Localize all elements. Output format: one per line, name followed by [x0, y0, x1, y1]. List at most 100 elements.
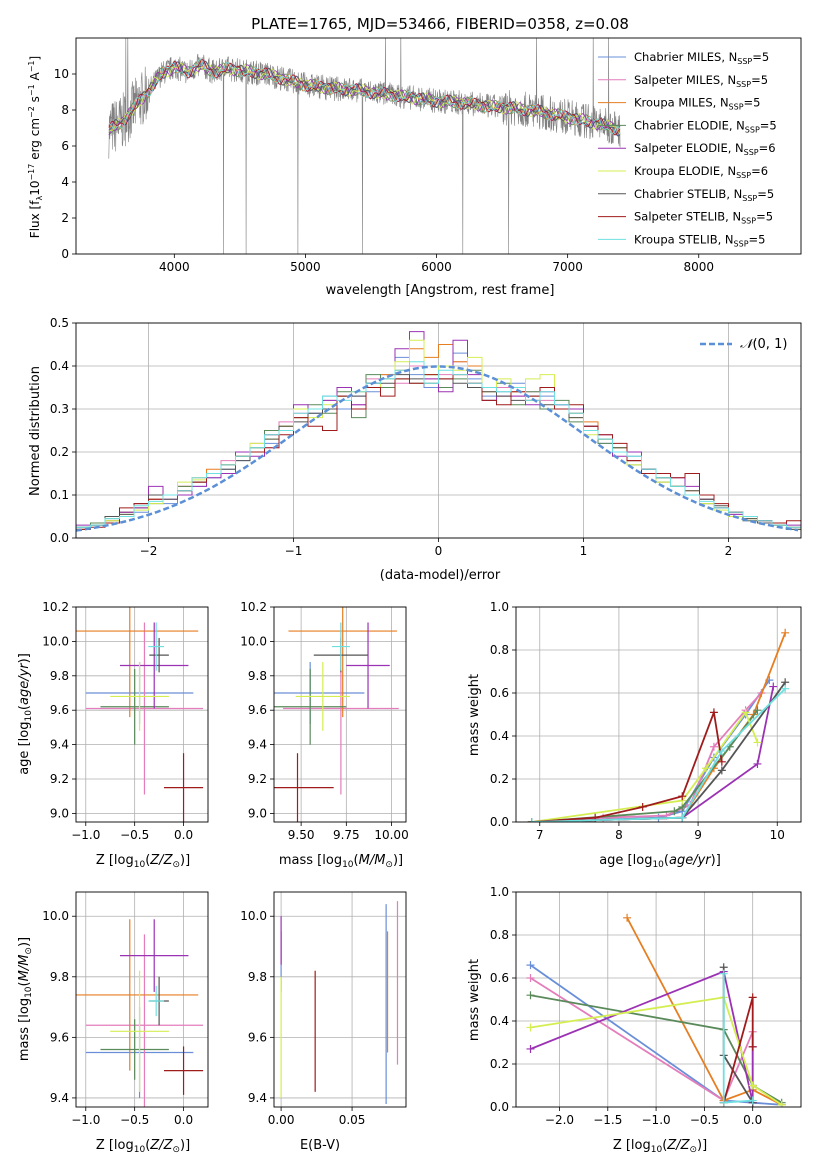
axes-frame: [515, 606, 802, 823]
y-tick-label: 9.0: [50, 806, 69, 820]
weight-series-line: [531, 708, 723, 822]
x-tick-label: 4000: [159, 260, 190, 274]
legend-label: Salpeter STELIB, NSSP=5: [634, 210, 773, 226]
y-tick-label: 0.2: [490, 772, 509, 786]
y-tick-label: 0.2: [50, 445, 69, 459]
x-tick-label: −1.0: [642, 1113, 671, 1127]
weight-marker: [526, 1023, 535, 1032]
x-tick-label: 9.75: [333, 828, 360, 842]
weight-series-line: [626, 917, 783, 1106]
weight-marker: [526, 974, 535, 982]
weight-marker: [769, 682, 778, 691]
residuals-xlabel: (data-model)/error: [380, 568, 501, 583]
x-tick-label: −1.5: [593, 1113, 622, 1127]
gaussian-curve: [76, 365, 799, 532]
y-tick-label: 0.0: [490, 1100, 509, 1114]
x-tick-label: 0: [435, 544, 443, 558]
weight-marker: [526, 961, 535, 970]
x-tick-label: 2: [725, 544, 733, 558]
weight-series-line: [531, 688, 786, 822]
axes-frame: [75, 37, 802, 255]
y-tick-label: 9.4: [248, 738, 267, 752]
weight-marker: [748, 1042, 757, 1051]
x-tick-label: −1.0: [71, 1113, 100, 1127]
weight-marker: [777, 1100, 786, 1107]
weight-vs-z-panel: −2.0 −1.5 −1.0 −0.5 0.0 0.0 0.2 0.4 0.6 0.8 1.0 Z …: [467, 885, 802, 1155]
y-tick-label: 8: [61, 103, 69, 117]
mass-vs-ebv-panel: 0.00 0.05 9.4 9.6 9.8 10.0 E(B-V): [240, 891, 407, 1153]
spectrum-panel: 4000 5000 6000 7000 8000 0 2 4 6 8 10 PLATE=1765, …: [27, 15, 802, 298]
x-tick-label: −2.0: [545, 1113, 574, 1127]
y-tick-label: 4: [61, 175, 69, 189]
weight-marker: [623, 913, 632, 922]
wage-ylabel: mass weight: [467, 674, 482, 756]
model-spectrum-line: [108, 58, 621, 134]
x-tick-label: −0.5: [690, 1113, 719, 1127]
weight-marker: [781, 684, 790, 693]
y-tick-label: 0.2: [490, 1057, 509, 1071]
y-tick-label: 9.0: [248, 806, 267, 820]
y-tick-label: 9.2: [50, 772, 69, 786]
y-tick-label: 6: [61, 139, 69, 153]
weight-series-line: [530, 996, 783, 1106]
age-vs-z-panel: −1.0 −0.5 0.0 9.0 9.2 9.4 9.6 9.8 10.0 10.2 Z [lo…: [17, 600, 209, 870]
x-tick-label: 0.05: [339, 1113, 366, 1127]
y-tick-label: 0.3: [50, 402, 69, 416]
legend-label: Chabrier ELODIE, NSSP=5: [634, 118, 777, 134]
weight-marker: [748, 1096, 757, 1105]
legend-label: Salpeter ELODIE, NSSP=6: [634, 141, 776, 157]
y-tick-label: 1.0: [490, 600, 509, 614]
y-tick-label: 0.8: [490, 928, 509, 942]
x-tick-label: −0.5: [120, 828, 149, 842]
axes-frame: [515, 891, 802, 1108]
y-tick-label: 9.6: [50, 1030, 69, 1044]
weight-marker: [748, 993, 757, 1002]
spectrum-ylabel: Flux [fλ10−17 erg cm−2 s−1 A−1]: [27, 56, 44, 238]
wage-xlabel: age [log10(age/yr)]: [599, 853, 721, 870]
y-tick-label: 9.2: [248, 772, 267, 786]
x-tick-label: 10.00: [374, 828, 408, 842]
legend-label: Salpeter MILES, NSSP=5: [634, 73, 768, 89]
agez-xlabel: Z [log10(Z/Z⊙)]: [96, 853, 190, 870]
x-tick-label: 8000: [683, 260, 714, 274]
massz-ylabel: mass [log10(M/M⊙)]: [17, 937, 34, 1061]
axes-frame: [273, 606, 407, 823]
y-tick-label: 10.0: [42, 909, 69, 923]
weight-marker: [719, 1098, 728, 1107]
weight-marker: [753, 738, 762, 747]
legend-gaussian-label: 𝒩(0, 1): [740, 337, 787, 352]
spectrum-title: PLATE=1765, MJD=53466, FIBERID=0358, z=0…: [251, 15, 629, 33]
x-tick-label: −1: [285, 544, 303, 558]
weight-marker: [748, 1081, 757, 1090]
legend-label: Chabrier MILES, NSSP=5: [634, 50, 769, 66]
weight-marker: [753, 706, 762, 715]
x-tick-label: 0.0: [174, 1113, 193, 1127]
spectrum-legend: Chabrier MILES, NSSP=5 Salpeter MILES, NS…: [598, 50, 777, 248]
y-tick-label: 10.2: [42, 600, 69, 614]
x-tick-label: 10: [770, 828, 785, 842]
x-tick-label: 7000: [552, 260, 583, 274]
weight-marker: [638, 802, 647, 811]
weight-marker: [709, 708, 718, 717]
residuals-ylabel: Normed distribution: [28, 366, 43, 496]
weight-marker: [717, 747, 726, 756]
y-tick-label: 0.1: [50, 488, 69, 502]
weight-marker: [702, 764, 710, 773]
weight-marker: [717, 757, 726, 766]
y-tick-label: 0.8: [490, 643, 509, 657]
y-tick-label: 10.0: [42, 634, 69, 648]
spectrum-xlabel: wavelength [Angstrom, rest frame]: [326, 283, 555, 298]
weight-marker: [719, 969, 728, 978]
x-tick-label: 8: [615, 828, 623, 842]
x-tick-label: 5000: [290, 260, 321, 274]
y-tick-label: 0.6: [490, 686, 509, 700]
x-tick-label: 0.00: [268, 1113, 295, 1127]
y-tick-label: 0.4: [50, 359, 69, 373]
y-tick-label: 10.2: [240, 600, 267, 614]
x-tick-label: 1: [580, 544, 588, 558]
x-tick-label: 9: [694, 828, 702, 842]
y-tick-label: 1.0: [490, 885, 509, 899]
legend-label: Chabrier STELIB, NSSP=5: [634, 187, 774, 203]
y-tick-label: 9.6: [248, 1030, 267, 1044]
